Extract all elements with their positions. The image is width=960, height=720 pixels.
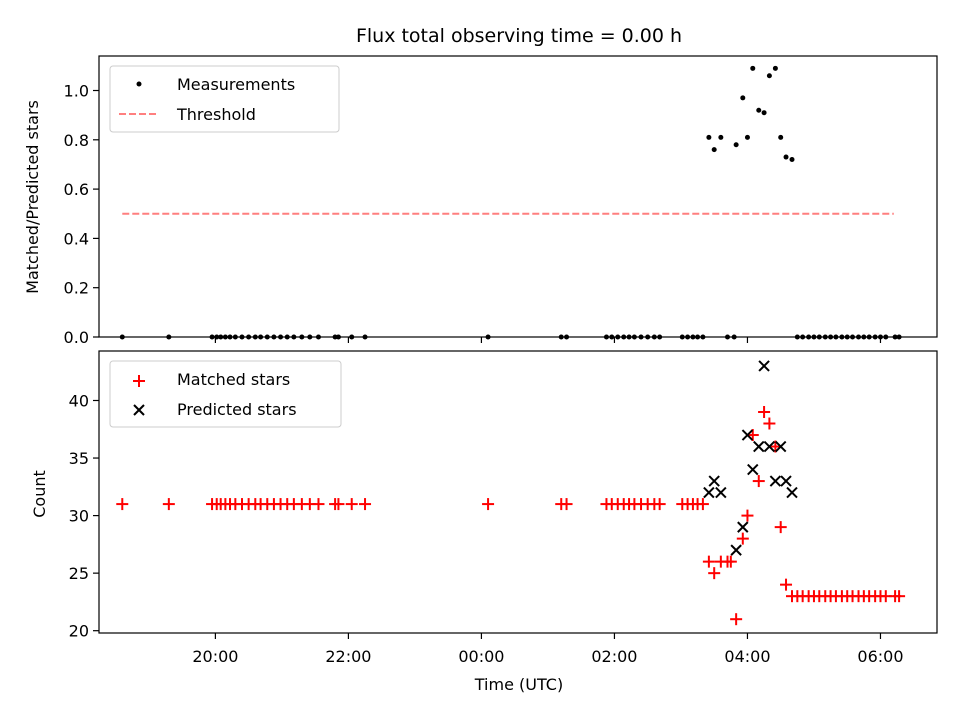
measurement-point bbox=[783, 154, 789, 160]
matched-star-point bbox=[696, 498, 709, 511]
matched-star-point bbox=[332, 498, 345, 511]
measurement-point bbox=[761, 110, 767, 116]
measurement-point bbox=[772, 65, 778, 71]
matched-star-point bbox=[116, 498, 129, 511]
predicted-star-point bbox=[715, 486, 727, 499]
predicted-star-point bbox=[730, 544, 742, 556]
bottom-plot-area bbox=[116, 360, 906, 626]
matched-star-point bbox=[763, 417, 776, 430]
top-y-tick-label: 0.2 bbox=[64, 279, 89, 298]
matched-star-point bbox=[741, 509, 754, 522]
bottom-y-axis-label: Count bbox=[30, 470, 49, 518]
predicted-star-point bbox=[786, 486, 798, 499]
predicted-star-point bbox=[763, 440, 776, 453]
matched-star-point bbox=[653, 498, 666, 511]
top-legend-box bbox=[109, 65, 340, 133]
bottom-x-tick-label: 22:00 bbox=[325, 647, 371, 666]
bottom-x-tick-label: 06:00 bbox=[857, 647, 903, 666]
bottom-x-tick-label: 02:00 bbox=[591, 647, 637, 666]
legend-measurements-label: Measurements bbox=[177, 75, 295, 94]
measurement-point bbox=[778, 134, 784, 140]
predicted-star-point bbox=[780, 475, 792, 487]
top-y-tick-label: 0.6 bbox=[64, 180, 89, 199]
measurement-point bbox=[744, 134, 750, 140]
matched-star-point bbox=[708, 567, 721, 580]
predicted-star-point bbox=[703, 486, 715, 499]
bottom-y-tick-label: 20 bbox=[69, 622, 89, 641]
matched-star-point bbox=[736, 532, 749, 545]
legend-predicted-marker bbox=[133, 404, 145, 416]
bottom-x-ticks: 20:00 22:00 00:00 02:00 04:00 06:00 bbox=[192, 633, 904, 666]
legend-measurements-marker bbox=[136, 81, 142, 87]
matched-star-point bbox=[482, 498, 495, 511]
predicted-star-point bbox=[753, 440, 765, 453]
matched-star-point bbox=[702, 555, 715, 568]
matched-star-point bbox=[312, 498, 325, 511]
top-panel: Flux total observing time = 0.00 h Match… bbox=[23, 25, 938, 347]
predicted-star-point bbox=[737, 521, 749, 533]
legend-threshold-label: Threshold bbox=[176, 105, 256, 124]
predicted-star-point bbox=[708, 475, 720, 487]
bottom-x-tick-label: 00:00 bbox=[458, 647, 504, 666]
measurement-point bbox=[718, 134, 724, 140]
predicted-star-point bbox=[769, 475, 782, 487]
top-axes-frame bbox=[98, 55, 938, 338]
predicted-star-point bbox=[774, 440, 787, 453]
matched-star-point bbox=[758, 406, 771, 419]
chart-title: Flux total observing time = 0.00 h bbox=[356, 25, 682, 47]
bottom-y-ticks: 20 25 30 35 40 bbox=[69, 391, 99, 641]
measurement-point bbox=[711, 147, 717, 153]
bottom-axes-frame bbox=[98, 350, 938, 634]
legend-matched-marker bbox=[133, 375, 145, 387]
legend-matched-label: Matched stars bbox=[177, 370, 290, 389]
predicted-star-point bbox=[758, 360, 770, 372]
top-x-ticks bbox=[214, 337, 882, 343]
bottom-y-tick-label: 25 bbox=[69, 564, 89, 583]
matched-star-point bbox=[345, 498, 358, 511]
matched-star-point bbox=[752, 475, 765, 488]
bottom-x-tick-label: 20:00 bbox=[192, 647, 238, 666]
measurement-point bbox=[789, 157, 795, 163]
top-legend: Measurements Threshold bbox=[109, 65, 340, 133]
predicted-star-point bbox=[741, 429, 754, 441]
top-y-ticks: 0.0 0.2 0.4 0.6 0.8 1.0 bbox=[64, 82, 99, 347]
top-y-tick-label: 0.0 bbox=[64, 328, 89, 347]
measurement-point bbox=[706, 134, 712, 140]
matched-star-point bbox=[162, 498, 175, 511]
bottom-panel: Count Time (UTC) 20 25 30 35 40 20:00 22:00 00… bbox=[30, 350, 938, 694]
measurement-point bbox=[750, 65, 756, 71]
matched-star-point bbox=[730, 613, 743, 626]
matched-star-point bbox=[780, 578, 793, 591]
x-axis-label: Time (UTC) bbox=[474, 675, 563, 694]
bottom-x-tick-label: 04:00 bbox=[724, 647, 770, 666]
matched-star-point bbox=[774, 521, 787, 534]
top-y-axis-label: Matched/Predicted stars bbox=[23, 100, 42, 294]
top-y-tick-label: 1.0 bbox=[64, 82, 89, 101]
legend-predicted-label: Predicted stars bbox=[177, 400, 297, 419]
matched-star-point bbox=[560, 498, 573, 511]
top-y-tick-label: 0.4 bbox=[64, 229, 89, 248]
bottom-legend-box bbox=[109, 360, 342, 428]
matched-star-point bbox=[359, 498, 372, 511]
predicted-star-point bbox=[747, 463, 759, 476]
measurement-point bbox=[756, 107, 762, 113]
top-y-tick-label: 0.8 bbox=[64, 131, 89, 150]
bottom-y-tick-label: 30 bbox=[69, 507, 89, 526]
measurement-point bbox=[733, 142, 739, 148]
measurement-point bbox=[740, 95, 746, 101]
bottom-y-tick-label: 35 bbox=[69, 449, 89, 468]
measurement-point bbox=[766, 73, 772, 79]
bottom-y-tick-label: 40 bbox=[69, 391, 89, 410]
matched-star-point bbox=[893, 590, 906, 603]
bottom-legend: Matched stars Predicted stars bbox=[109, 360, 342, 428]
matched-star-point bbox=[724, 555, 737, 568]
